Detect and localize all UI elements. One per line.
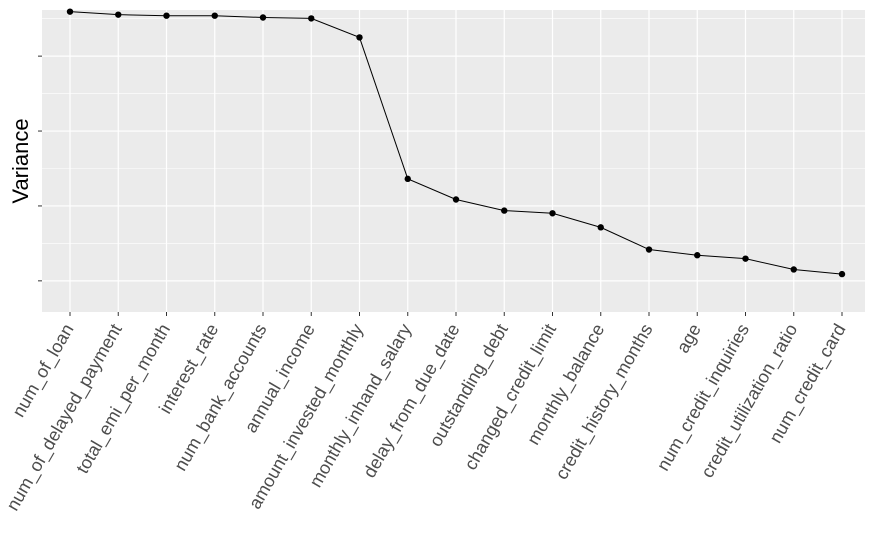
data-point bbox=[549, 210, 556, 217]
data-point bbox=[790, 266, 797, 273]
data-point bbox=[501, 207, 508, 214]
panel-background bbox=[42, 10, 865, 312]
data-points bbox=[66, 8, 846, 278]
data-point bbox=[211, 12, 218, 19]
data-point bbox=[115, 11, 122, 18]
x-tick-label: credit_history_months bbox=[551, 320, 657, 483]
data-point bbox=[308, 15, 315, 22]
data-point bbox=[694, 252, 701, 259]
data-point bbox=[66, 8, 74, 15]
axis-ticks bbox=[38, 55, 843, 316]
data-point bbox=[356, 34, 363, 41]
data-point bbox=[645, 246, 653, 253]
y-axis-title: Variance bbox=[8, 118, 33, 203]
data-point bbox=[838, 270, 846, 278]
data-point bbox=[452, 196, 460, 203]
x-tick-label: age bbox=[672, 320, 704, 356]
data-point bbox=[163, 12, 170, 19]
data-point bbox=[742, 255, 749, 262]
x-tick-labels: num_of_loannum_of_delayed_paymenttotal_e… bbox=[2, 320, 850, 514]
data-point bbox=[259, 14, 267, 21]
data-point bbox=[404, 175, 411, 183]
data-point bbox=[597, 224, 604, 231]
